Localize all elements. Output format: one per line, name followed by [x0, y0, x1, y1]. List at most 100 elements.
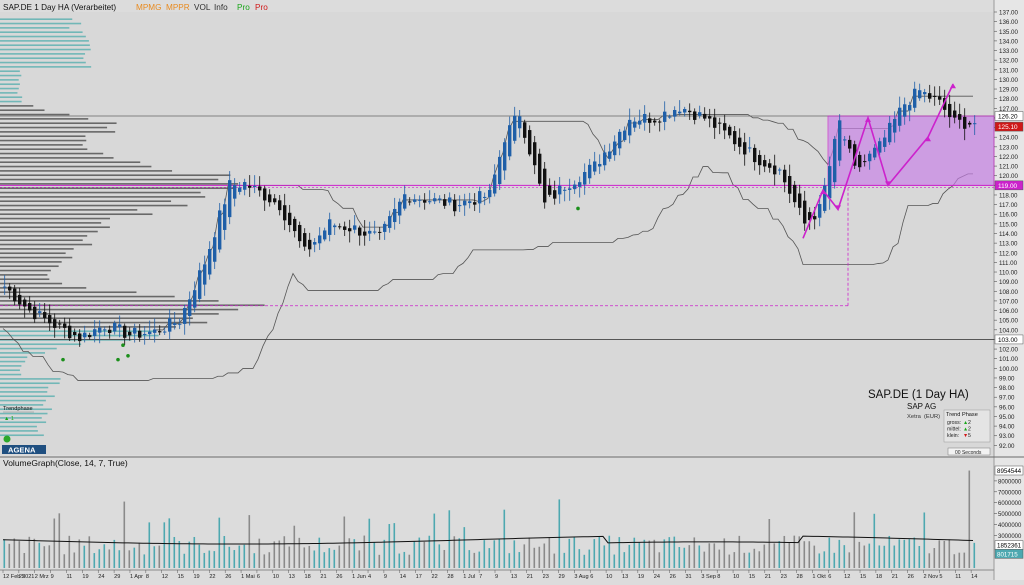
candle[interactable]: [248, 175, 252, 197]
candle[interactable]: [678, 100, 682, 116]
candle[interactable]: [443, 194, 447, 209]
candle[interactable]: [303, 228, 307, 251]
candle[interactable]: [353, 215, 357, 234]
candle[interactable]: [488, 183, 492, 204]
candle[interactable]: [113, 320, 117, 335]
candle[interactable]: [93, 320, 97, 343]
candle[interactable]: [603, 144, 607, 171]
candle[interactable]: [773, 154, 777, 186]
candle[interactable]: [318, 227, 322, 250]
candle[interactable]: [243, 178, 247, 196]
candle[interactable]: [578, 176, 582, 198]
indicator-vol[interactable]: VOL: [194, 3, 211, 12]
candle[interactable]: [283, 193, 287, 231]
candle[interactable]: [403, 185, 407, 211]
candle[interactable]: [648, 112, 652, 133]
candle[interactable]: [298, 221, 302, 248]
candle[interactable]: [63, 317, 67, 339]
candle[interactable]: [748, 136, 752, 153]
candle[interactable]: [58, 319, 62, 329]
candle[interactable]: [53, 313, 57, 338]
candle[interactable]: [308, 232, 312, 257]
candle[interactable]: [828, 156, 832, 210]
candle[interactable]: [493, 164, 497, 197]
candle[interactable]: [348, 219, 352, 243]
candle[interactable]: [453, 194, 457, 217]
candle[interactable]: [908, 101, 912, 122]
candle[interactable]: [513, 106, 517, 144]
candle[interactable]: [458, 195, 462, 212]
price-tag[interactable]: 125.10: [994, 121, 1024, 132]
candle[interactable]: [658, 119, 662, 132]
candle[interactable]: [628, 108, 632, 144]
candle[interactable]: [543, 161, 547, 209]
candle[interactable]: [73, 328, 77, 342]
candle[interactable]: [33, 301, 37, 323]
candle[interactable]: [613, 135, 617, 161]
candle[interactable]: [118, 315, 122, 338]
candle[interactable]: [738, 128, 742, 155]
candle[interactable]: [223, 198, 227, 240]
candle[interactable]: [798, 184, 802, 216]
indicator-pro[interactable]: Pro: [255, 3, 268, 12]
candle[interactable]: [168, 309, 172, 340]
candle[interactable]: [123, 323, 127, 345]
candle[interactable]: [683, 106, 687, 117]
candle[interactable]: [258, 176, 262, 197]
candle[interactable]: [388, 210, 392, 233]
candle[interactable]: [593, 151, 597, 176]
candle[interactable]: [218, 203, 222, 253]
candle[interactable]: [338, 223, 342, 230]
candle[interactable]: [768, 158, 772, 173]
candle[interactable]: [128, 327, 132, 341]
candle[interactable]: [963, 108, 967, 141]
candle[interactable]: [98, 320, 102, 344]
candle[interactable]: [148, 320, 152, 340]
candle[interactable]: [568, 178, 572, 201]
candle[interactable]: [638, 109, 642, 129]
candle[interactable]: [253, 175, 257, 194]
candle[interactable]: [323, 227, 327, 242]
indicator-pro[interactable]: Pro: [237, 3, 250, 12]
candle[interactable]: [38, 302, 42, 318]
candle[interactable]: [183, 304, 187, 335]
candle[interactable]: [138, 324, 142, 342]
candle[interactable]: [478, 186, 482, 213]
candle[interactable]: [368, 221, 372, 242]
candle[interactable]: [823, 177, 827, 214]
candle[interactable]: [268, 189, 272, 207]
candle[interactable]: [968, 120, 972, 128]
candle[interactable]: [333, 223, 337, 236]
candle[interactable]: [728, 124, 732, 139]
candle[interactable]: [853, 140, 857, 170]
candle[interactable]: [278, 194, 282, 216]
candle[interactable]: [538, 148, 542, 186]
candle[interactable]: [583, 163, 587, 195]
indicator-mppr[interactable]: MPPR: [166, 3, 190, 12]
volume-tag[interactable]: 801715: [994, 549, 1024, 559]
candle[interactable]: [933, 86, 937, 106]
candle[interactable]: [918, 83, 922, 101]
candle[interactable]: [68, 318, 72, 341]
candle[interactable]: [428, 190, 432, 205]
candle[interactable]: [23, 297, 27, 318]
candle[interactable]: [88, 332, 92, 340]
candle[interactable]: [198, 262, 202, 303]
candle[interactable]: [788, 164, 792, 203]
candle[interactable]: [28, 296, 32, 313]
candle[interactable]: [483, 192, 487, 206]
candle[interactable]: [313, 238, 317, 253]
candle[interactable]: [663, 101, 667, 131]
candle[interactable]: [263, 185, 267, 211]
candle[interactable]: [688, 103, 692, 120]
candle[interactable]: [608, 143, 612, 162]
candle[interactable]: [758, 150, 762, 175]
candle[interactable]: [48, 304, 52, 331]
candle[interactable]: [598, 154, 602, 174]
candle[interactable]: [328, 212, 332, 242]
candle[interactable]: [953, 101, 957, 124]
candle[interactable]: [273, 194, 277, 205]
candle[interactable]: [843, 136, 847, 146]
candle[interactable]: [973, 115, 977, 136]
candle[interactable]: [553, 180, 557, 205]
